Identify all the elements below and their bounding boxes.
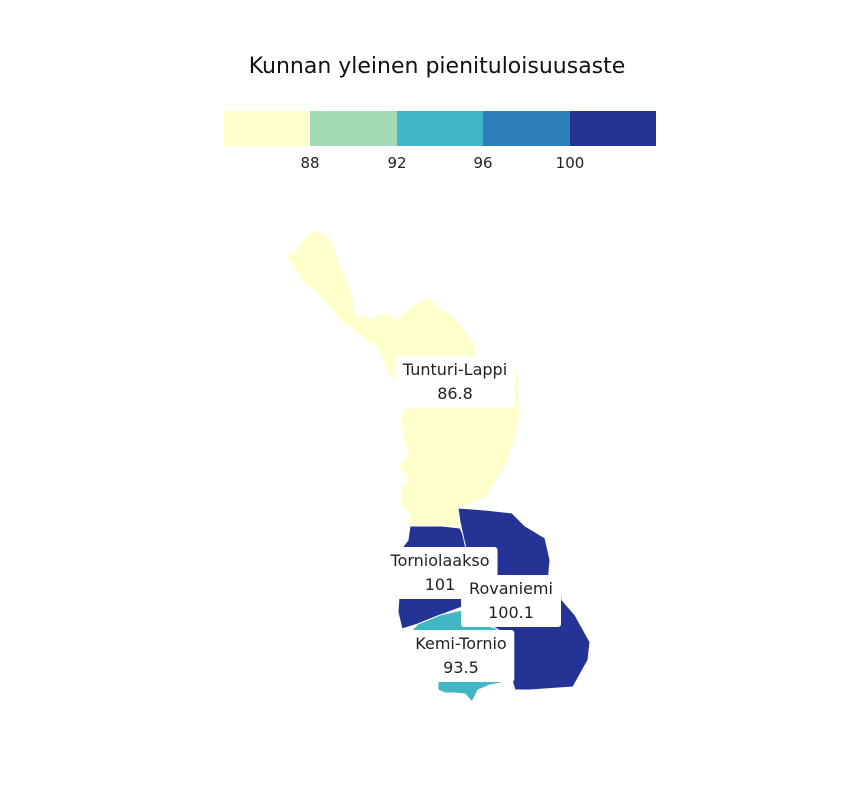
region-name: Rovaniemi — [469, 579, 553, 598]
legend-tick-100: 100 — [555, 154, 585, 172]
legend-swatch-2 — [310, 111, 397, 146]
region-name: Tunturi-Lappi — [402, 360, 508, 379]
region-name: Kemi-Tornio — [415, 634, 507, 653]
region-value: 101 — [424, 575, 456, 594]
label-kemi-tornio: Kemi-Tornio 93.5 — [407, 630, 515, 682]
legend-tick-96: 96 — [473, 154, 493, 172]
region-value: 93.5 — [443, 658, 479, 677]
legend-swatch-5 — [569, 111, 656, 146]
legend-swatch-1 — [224, 111, 311, 146]
legend-tick-92: 92 — [387, 154, 407, 172]
legend-swatch-3 — [396, 111, 484, 146]
legend-swatch-4 — [483, 111, 570, 146]
region-value: 86.8 — [437, 384, 473, 403]
label-rovaniemi: Rovaniemi 100.1 — [461, 575, 561, 627]
legend-tick-88: 88 — [300, 154, 320, 172]
region-name: Torniolaakso — [390, 551, 490, 570]
region-value: 100.1 — [488, 603, 534, 622]
label-tunturi-lappi: Tunturi-Lappi 86.8 — [394, 356, 516, 408]
map-title: Kunnan yleinen pienituloisuusaste — [248, 54, 626, 79]
color-legend — [224, 111, 656, 146]
